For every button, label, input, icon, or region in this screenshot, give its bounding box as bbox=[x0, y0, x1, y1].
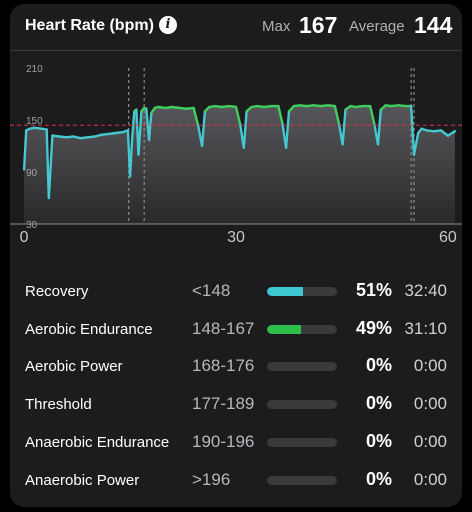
zone-row: Recovery <148 51% 32:40 bbox=[10, 277, 462, 307]
zone-percent: 49% bbox=[355, 317, 392, 338]
zone-row: Anaerobic Power >196 0% 0:00 bbox=[10, 466, 462, 496]
zone-range: 148-167 bbox=[192, 318, 255, 338]
zone-bar-track bbox=[267, 437, 337, 447]
zone-percent: 0% bbox=[365, 355, 392, 376]
y-tick-label: 90 bbox=[26, 168, 38, 179]
zone-name: Recovery bbox=[25, 283, 89, 300]
heart-rate-segment bbox=[128, 136, 134, 178]
heart-rate-segment bbox=[446, 130, 457, 137]
heart-rate-segment bbox=[47, 134, 54, 200]
zone-bar-fill bbox=[267, 324, 302, 334]
heart-rate-segment bbox=[22, 129, 28, 171]
card-header: Heart Rate (bpm) i Max 167 Average 144 bbox=[10, 4, 462, 51]
info-icon[interactable]: i bbox=[159, 16, 177, 34]
zone-range: 177-189 bbox=[192, 394, 255, 414]
heart-rate-segment bbox=[277, 104, 284, 126]
zone-time: 0:00 bbox=[413, 431, 447, 451]
heart-rate-segment bbox=[130, 110, 136, 139]
average-label: Average bbox=[349, 18, 405, 35]
zone-percent: 0% bbox=[365, 468, 392, 489]
heart-rate-segment bbox=[333, 104, 341, 126]
heart-rate-segment bbox=[439, 129, 450, 137]
zone-percent: 0% bbox=[365, 393, 392, 414]
zone-time: 32:40 bbox=[404, 281, 447, 300]
heart-rate-segment bbox=[234, 105, 242, 126]
zone-time: 0:00 bbox=[413, 394, 447, 414]
zone-bar-track bbox=[267, 362, 337, 372]
heart-rate-segment bbox=[369, 104, 376, 126]
y-tick-label: 30 bbox=[26, 220, 38, 231]
heart-rate-segment bbox=[192, 106, 200, 126]
heart-rate-segment bbox=[409, 104, 416, 156]
zone-range: 190-196 bbox=[192, 431, 255, 451]
x-tick-label: 60 bbox=[439, 229, 457, 246]
y-tick-label: 210 bbox=[26, 64, 43, 75]
zone-name: Threshold bbox=[25, 396, 92, 414]
zone-bar-fill bbox=[267, 287, 303, 296]
y-tick-label: 150 bbox=[26, 116, 43, 127]
heart-rate-segment bbox=[93, 133, 104, 138]
heart-rate-segment bbox=[147, 111, 153, 142]
chart-title: Heart Rate (bpm) bbox=[25, 17, 154, 34]
zone-name: Aerobic Power bbox=[25, 358, 123, 376]
zone-time: 31:10 bbox=[404, 318, 447, 338]
zone-bar-track bbox=[267, 324, 337, 334]
x-tick-label: 0 bbox=[20, 229, 29, 246]
heart-rate-card: Heart Rate (bpm) i Max 167 Average 144 2… bbox=[10, 4, 462, 507]
zone-name: Anaerobic Power bbox=[25, 471, 140, 489]
zone-row: Aerobic Power 168-176 0% 0:00 bbox=[10, 352, 462, 382]
zone-name: Aerobic Endurance bbox=[25, 320, 153, 338]
zone-row: Threshold 177-189 0% 0:00 bbox=[10, 390, 462, 420]
zone-bar-track bbox=[267, 400, 337, 410]
zone-time: 0:00 bbox=[413, 356, 447, 376]
heart-rate-segment bbox=[341, 108, 347, 146]
zone-name: Anaerobic Endurance bbox=[25, 433, 170, 451]
max-value: 167 bbox=[299, 12, 338, 38]
zone-bar-track bbox=[267, 475, 337, 485]
zone-range: 168-176 bbox=[192, 356, 255, 376]
average-value: 144 bbox=[414, 12, 453, 38]
x-tick-label: 30 bbox=[227, 229, 245, 246]
zone-time: 0:00 bbox=[413, 469, 447, 489]
max-label: Max bbox=[262, 18, 291, 35]
heart-rate-segment bbox=[72, 135, 82, 140]
heart-rate-segment bbox=[412, 131, 420, 156]
zone-range: <148 bbox=[192, 281, 231, 300]
zone-percent: 51% bbox=[355, 280, 392, 300]
zone-percent: 0% bbox=[365, 430, 392, 451]
heart-rate-segment bbox=[242, 110, 248, 149]
zone-range: >196 bbox=[192, 469, 231, 489]
heart-rate-segment bbox=[200, 110, 207, 148]
zone-row: Aerobic Endurance 148-167 49% 31:10 bbox=[10, 315, 462, 345]
heart-rate-segment bbox=[376, 108, 382, 146]
heart-rate-segment bbox=[284, 110, 291, 149]
heart-rate-area bbox=[24, 105, 455, 224]
heart-rate-segment bbox=[137, 110, 143, 156]
zone-bar-track bbox=[267, 287, 337, 296]
zone-row: Anaerobic Endurance 190-196 0% 0:00 bbox=[10, 428, 462, 458]
